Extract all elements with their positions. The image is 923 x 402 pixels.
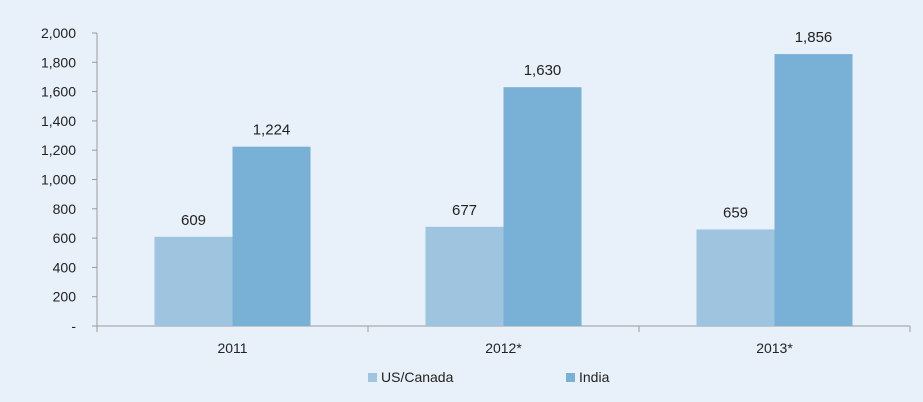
y-tick-label: 200 <box>53 289 77 305</box>
bar-us-canada-2 <box>696 229 775 326</box>
x-category-label: 2011 <box>217 340 247 356</box>
bar-india-0 <box>232 146 311 326</box>
data-label: 1,630 <box>524 62 562 79</box>
data-label: 659 <box>723 204 748 221</box>
legend-label: India <box>579 369 610 385</box>
bar-india-1 <box>503 87 582 326</box>
data-label: 609 <box>181 212 206 229</box>
y-tick-label: - <box>71 318 76 334</box>
y-tick-label: 800 <box>53 201 77 217</box>
bar-india-2 <box>774 54 853 326</box>
y-tick-label: 1,400 <box>41 113 76 129</box>
x-category-label: 2012* <box>485 340 522 356</box>
bar-us-canada-1 <box>425 226 504 326</box>
y-tick-label: 1,600 <box>41 84 76 100</box>
y-tick-label: 2,000 <box>41 25 76 41</box>
y-tick-label: 1,200 <box>41 142 76 158</box>
y-tick-label: 600 <box>53 230 77 246</box>
y-tick-label: 1,800 <box>41 54 76 70</box>
data-label: 1,856 <box>795 29 833 46</box>
data-label: 677 <box>452 202 477 219</box>
y-tick-label: 1,000 <box>41 172 76 188</box>
legend-swatch <box>368 373 377 382</box>
legend-swatch <box>566 373 575 382</box>
data-label: 1,224 <box>253 122 291 139</box>
bar-us-canada-0 <box>154 236 233 326</box>
legend-label: US/Canada <box>381 369 454 385</box>
y-tick-label: 400 <box>53 259 77 275</box>
x-category-label: 2013* <box>756 340 793 356</box>
